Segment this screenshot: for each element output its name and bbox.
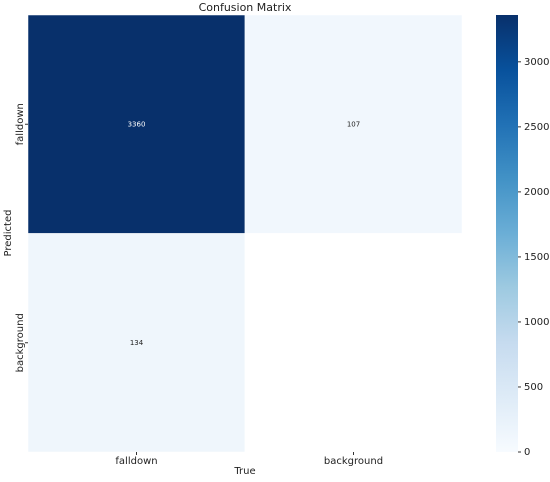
chart-title: Confusion Matrix (199, 1, 292, 14)
colorbar-tick-label: 2000 (524, 187, 549, 198)
cell-annotation: 107 (347, 120, 360, 128)
colorbar-tick-label: 2500 (524, 122, 549, 133)
colorbar (496, 15, 518, 452)
colorbar-tick-label: 1500 (524, 252, 549, 263)
cell-annotation: 3360 (128, 120, 146, 128)
cell-annotation: 134 (130, 339, 144, 347)
heatmap-cell (244, 233, 463, 453)
colorbar-tick-label: 0 (524, 447, 530, 458)
x-axis-label: True (233, 466, 255, 477)
heatmap-cell (27, 233, 246, 453)
x-tick-label: falldown (115, 456, 157, 467)
heatmap-cell (244, 14, 463, 234)
heatmap-cell (27, 14, 246, 234)
y-tick-label: falldown (15, 103, 26, 145)
colorbar-tick-label: 1000 (524, 317, 549, 328)
colorbar-tick-label: 500 (524, 382, 543, 393)
x-tick-label: background (324, 456, 383, 467)
colorbar-tick-label: 3000 (524, 57, 549, 68)
y-tick-label: background (15, 313, 26, 372)
y-axis-label: Predicted (3, 210, 14, 257)
